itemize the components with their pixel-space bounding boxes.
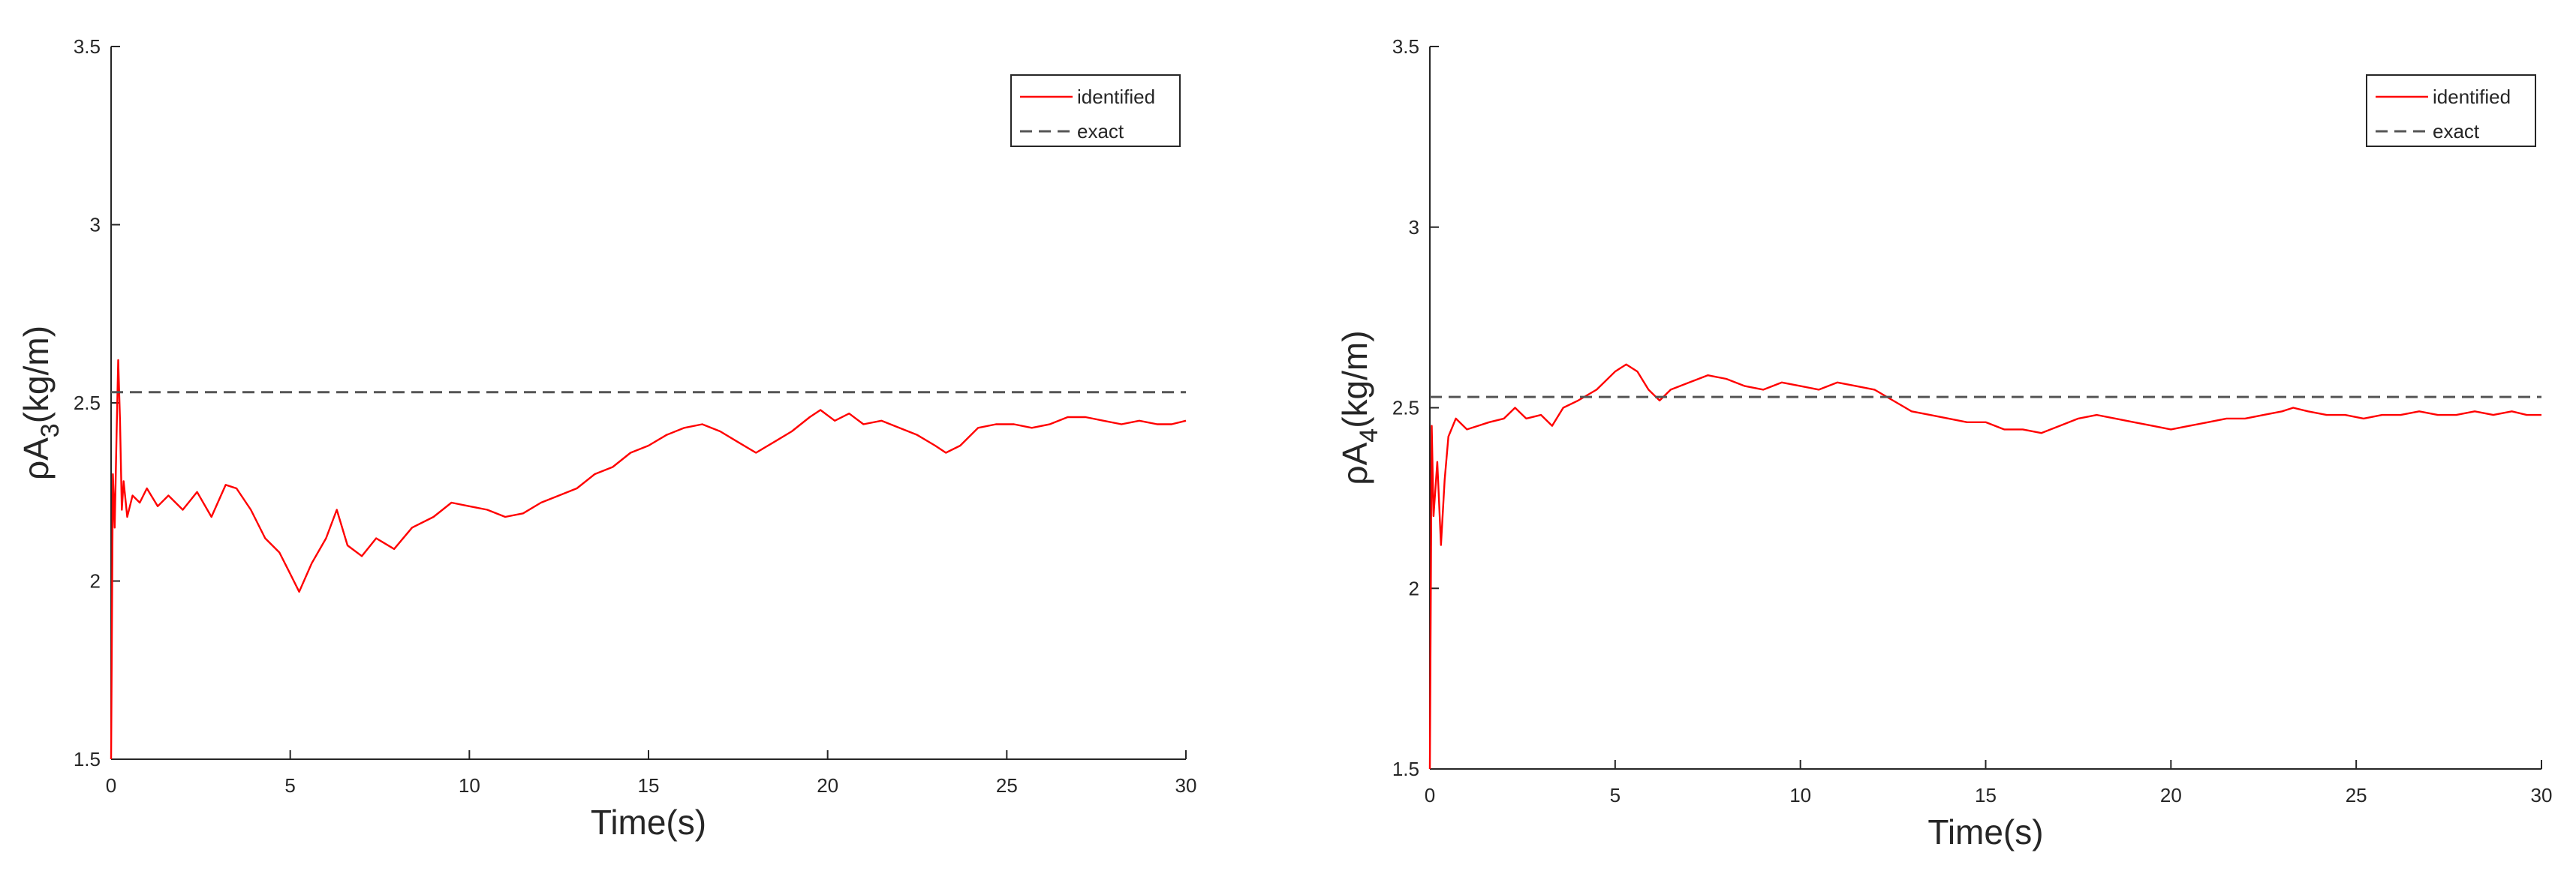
legend-box xyxy=(1010,74,1181,147)
y-tick-label: 2.5 xyxy=(1392,397,1419,419)
chart-rhoA4: 0 5 10 15 20 25 30 1.5 2 2.5 3 3.5 Time(s) ρA4(kg/m) i… xyxy=(1335,35,2552,851)
y-tick-label: 2.5 xyxy=(74,392,101,414)
legend-box xyxy=(2366,74,2536,147)
legend-label-identified: identified xyxy=(2433,86,2511,108)
y-tick-label: 3 xyxy=(1409,216,1419,239)
x-tick-label: 0 xyxy=(1425,784,1435,806)
x-axis-label: Time(s) xyxy=(591,803,706,842)
x-tick-label: 15 xyxy=(1975,784,1997,806)
x-tick-label: 30 xyxy=(1175,774,1197,797)
y-tick-label: 1.5 xyxy=(1392,758,1419,780)
y-axis-label: ρA4(kg/m) xyxy=(1335,330,1383,485)
y-tick-label: 2 xyxy=(90,570,101,593)
chart-rhoA3: 0 5 10 15 20 25 301.522.533.5Time(s)ρA3(kg/m)i… xyxy=(17,35,1196,842)
x-tick-label: 5 xyxy=(284,774,295,797)
legend-label-identified: identified xyxy=(1077,86,1155,108)
x-axis-label: Time(s) xyxy=(1927,812,2043,851)
x-tick-label: 25 xyxy=(996,774,1018,797)
y-label-unit: (kg/m) xyxy=(17,326,56,423)
series-line-identified xyxy=(1428,363,2541,770)
y-tick-label: 3.5 xyxy=(1392,35,1419,58)
y-label-subscript: 4 xyxy=(1355,428,1383,443)
x-tick-label: 30 xyxy=(2531,784,2553,806)
y-tick-label: 3 xyxy=(90,214,101,236)
y-label-symbol: ρA xyxy=(1335,442,1374,485)
legend-label-exact: exact xyxy=(2433,120,2480,143)
x-tick-label: 25 xyxy=(2346,784,2367,806)
x-tick-label: 10 xyxy=(459,774,480,797)
y-label-subscript: 3 xyxy=(36,423,65,437)
series-line-identified xyxy=(110,359,1187,760)
x-tick-label: 5 xyxy=(1610,784,1621,806)
y-tick-label: 3.5 xyxy=(74,35,101,58)
y-label-unit: (kg/m) xyxy=(1335,330,1374,428)
y-label-symbol: ρA xyxy=(17,437,56,480)
x-tick-label: 0 xyxy=(106,774,116,797)
y-tick-label: 2 xyxy=(1409,577,1419,599)
x-tick-label: 10 xyxy=(1789,784,1811,806)
y-axis-label: ρA3(kg/m) xyxy=(17,326,65,480)
y-tick-label: 1.5 xyxy=(74,748,101,770)
x-tick-label: 15 xyxy=(638,774,660,797)
x-tick-label: 20 xyxy=(2160,784,2182,806)
legend-label-exact: exact xyxy=(1077,120,1124,143)
x-tick-label: 20 xyxy=(817,774,838,797)
